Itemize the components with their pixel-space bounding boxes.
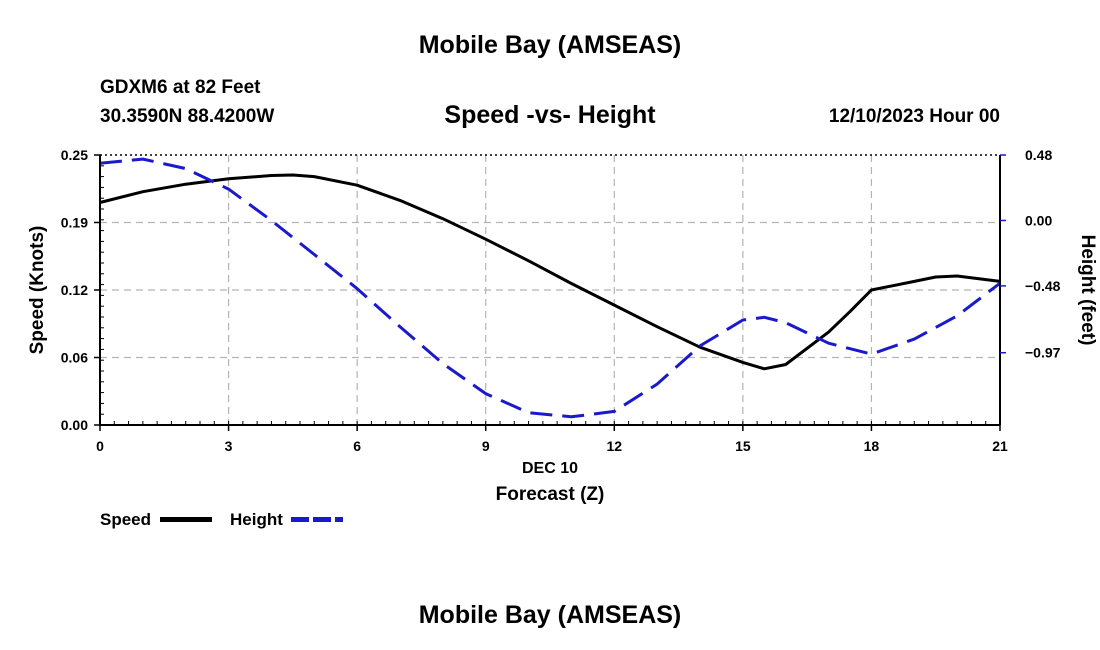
y-tick-label: 0.00 <box>61 417 88 433</box>
forecast-date: 12/10/2023 Hour 00 <box>828 106 1000 127</box>
axes <box>94 154 1006 431</box>
station-name: GDXM6 at 82 Feet <box>100 77 261 98</box>
y-tick-label: 0.19 <box>61 215 88 231</box>
y2-tick-label: −0.48 <box>1025 278 1061 294</box>
y2-tick-label: 0.48 <box>1025 147 1052 163</box>
legend-height-swatch <box>291 517 343 522</box>
page-title: Mobile Bay (AMSEAS) <box>418 31 682 59</box>
y2-axis-title: Height (feet) <box>1077 235 1098 346</box>
y2-tick-label: 0.00 <box>1025 212 1052 228</box>
x-tick-label: 9 <box>482 438 490 454</box>
x-tick-label: 15 <box>735 438 751 454</box>
x-tick-label: 21 <box>992 438 1008 454</box>
y-tick-label: 0.12 <box>61 282 88 298</box>
x-axis-date: DEC 10 <box>522 460 578 477</box>
x-axis-title: Forecast (Z) <box>496 484 605 505</box>
footer-title: Mobile Bay (AMSEAS) <box>418 601 682 629</box>
legend-speed-swatch <box>160 517 212 522</box>
legend-height-label: Height <box>230 510 283 529</box>
series-lines <box>99 157 1001 419</box>
chart-subtitle: Speed -vs- Height <box>444 101 656 129</box>
x-tick-label: 3 <box>225 438 233 454</box>
y-axis-title: Speed (Knots) <box>27 226 48 355</box>
x-tick-label: 12 <box>606 438 622 454</box>
x-tick-label: 0 <box>96 438 104 454</box>
speed-series-line <box>99 173 1001 371</box>
legend-speed-label: Speed <box>100 510 152 529</box>
y2-tick-label: −0.97 <box>1025 345 1061 361</box>
station-coords: 30.3590N 88.4200W <box>100 106 275 127</box>
height-series-line <box>99 157 1001 419</box>
speed-height-chart: 0.00 0.06 0.12 0.19 0.25 0.48 0.00 −0.48 −0.97 0 3… <box>27 147 1098 505</box>
x-tick-label: 6 <box>353 438 361 454</box>
axis-labels: 0.00 0.06 0.12 0.19 0.25 0.48 0.00 −0.48 −0.97 0 3… <box>27 147 1098 505</box>
y-tick-label: 0.06 <box>61 350 88 366</box>
x-tick-label: 18 <box>864 438 880 454</box>
y-tick-label: 0.25 <box>61 147 88 163</box>
